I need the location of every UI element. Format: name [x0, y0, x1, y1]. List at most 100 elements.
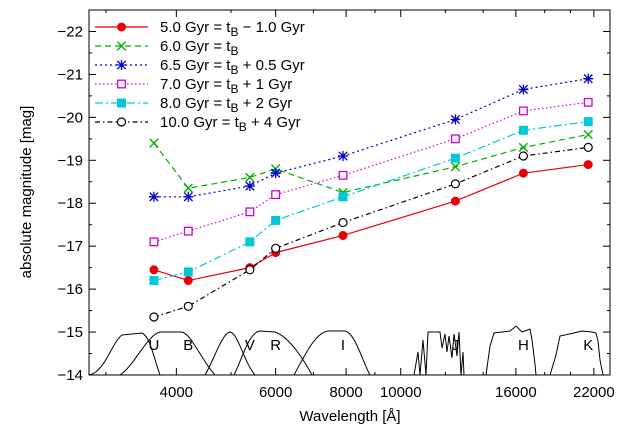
series-4: [149, 97, 593, 247]
legend-marker: [116, 41, 127, 51]
data-point: [518, 142, 529, 153]
legend-entry: 7.0 Gyr = tB + 1 Gyr: [95, 76, 292, 96]
data-point: [450, 114, 461, 125]
series-2: [149, 129, 593, 198]
data-point: [183, 267, 193, 277]
y-tick-label: −20: [58, 109, 83, 126]
data-point: [583, 97, 593, 107]
data-point: [148, 191, 159, 202]
x-axis-title: Wavelength [Å]: [299, 408, 400, 425]
filter-curve-r: [233, 330, 313, 375]
legend-label-sub: B: [230, 25, 238, 39]
legend-marker: [117, 98, 126, 108]
data-point: [270, 168, 281, 179]
y-tick-label: −17: [58, 238, 83, 255]
filter-curve-u: [89, 332, 161, 375]
data-point: [183, 301, 193, 311]
legend-label-sub: B: [230, 63, 238, 77]
data-point: [518, 168, 528, 178]
y-axis-title: absolute magnitude [mag]: [18, 106, 35, 279]
legend-label: 6.0 Gyr = tB: [160, 38, 238, 58]
series-line: [153, 163, 589, 282]
y-tick-label: −14: [58, 367, 83, 384]
legend-entry: 5.0 Gyr = tB − 1.0 Gyr: [95, 19, 305, 39]
series-3: [148, 73, 594, 202]
data-point: [338, 151, 349, 161]
data-point: [583, 142, 593, 153]
filter-curve-k: [549, 330, 604, 375]
legend-label-main: 6.5 Gyr = t: [160, 57, 231, 74]
data-point: [149, 138, 159, 148]
series-line: [153, 133, 589, 194]
legend-label-main: 10.0 Gyr = t: [160, 114, 240, 131]
data-point: [245, 265, 255, 275]
data-point: [245, 207, 255, 217]
data-point: [149, 312, 159, 322]
data-point: [183, 183, 193, 193]
band-label-i: I: [341, 337, 345, 354]
data-point: [583, 129, 593, 140]
band-label-b: B: [183, 337, 193, 354]
legend-label-suffix: − 1.0 Gyr: [238, 19, 304, 36]
x-tick-label: 4000: [160, 384, 193, 401]
band-label-j: J: [452, 337, 460, 354]
data-point: [450, 153, 460, 163]
legend-label: 10.0 Gyr = tB + 4 Gyr: [160, 114, 301, 134]
data-point: [149, 276, 159, 286]
x-tick-label: 6000: [259, 384, 292, 401]
series-line: [153, 78, 589, 198]
series-line: [153, 101, 589, 243]
y-tick-label: −21: [58, 66, 83, 83]
data-point: [271, 243, 281, 253]
series-6: [149, 142, 593, 322]
legend-marker: [117, 79, 126, 89]
legend-marker: [116, 117, 127, 127]
data-point: [450, 179, 461, 189]
legend-label-sub: B: [239, 120, 247, 134]
data-point: [338, 217, 348, 228]
x-tick-label: 22000: [573, 384, 615, 401]
x-tick-label: 16000: [495, 384, 537, 401]
legend-entry: 6.0 Gyr = tB: [95, 38, 238, 58]
legend-label-sub: B: [230, 82, 238, 96]
band-label-k: K: [583, 337, 593, 354]
filter-curve-v: [204, 331, 256, 375]
data-point: [450, 196, 460, 206]
x-axis: 4000 6000 8000 10000 16000 22000: [105, 10, 615, 401]
data-point: [518, 84, 529, 95]
legend-label-main: 8.0 Gyr = t: [160, 95, 231, 112]
filter-curve-j: [413, 331, 465, 375]
y-tick-label: −16: [58, 281, 83, 298]
legend-label-main: 6.0 Gyr = t: [160, 38, 231, 55]
data-point: [183, 276, 193, 286]
x-tick-label: 8000: [329, 384, 362, 401]
data-point: [149, 265, 159, 275]
legend-label: 7.0 Gyr = tB + 1 Gyr: [160, 76, 292, 96]
plot-frame: [88, 9, 611, 376]
band-label-u: U: [149, 337, 160, 354]
data-point: [149, 237, 159, 247]
data-point: [583, 160, 593, 170]
legend-entry: 6.5 Gyr = tB + 0.5 Gyr: [95, 57, 305, 77]
data-point: [271, 215, 281, 225]
legend-label-suffix: + 0.5 Gyr: [238, 57, 304, 74]
legend-label-suffix: + 2 Gyr: [238, 95, 292, 112]
legend-label-main: 5.0 Gyr = t: [160, 19, 231, 36]
y-tick-label: −19: [58, 152, 83, 169]
data-point: [245, 172, 255, 183]
data-point: [183, 191, 194, 202]
legend-label-sub: B: [230, 101, 238, 115]
data-point: [183, 226, 193, 236]
band-label-v: V: [245, 337, 255, 354]
legend-entry: 10.0 Gyr = tB + 4 Gyr: [95, 114, 301, 134]
legend-marker: [117, 22, 126, 32]
series-line: [153, 121, 589, 282]
series-1: [149, 160, 593, 286]
y-tick-label: −15: [58, 324, 83, 341]
data-point: [450, 134, 460, 144]
legend-label: 8.0 Gyr = tB + 2 Gyr: [160, 95, 292, 115]
data-point: [518, 125, 528, 135]
